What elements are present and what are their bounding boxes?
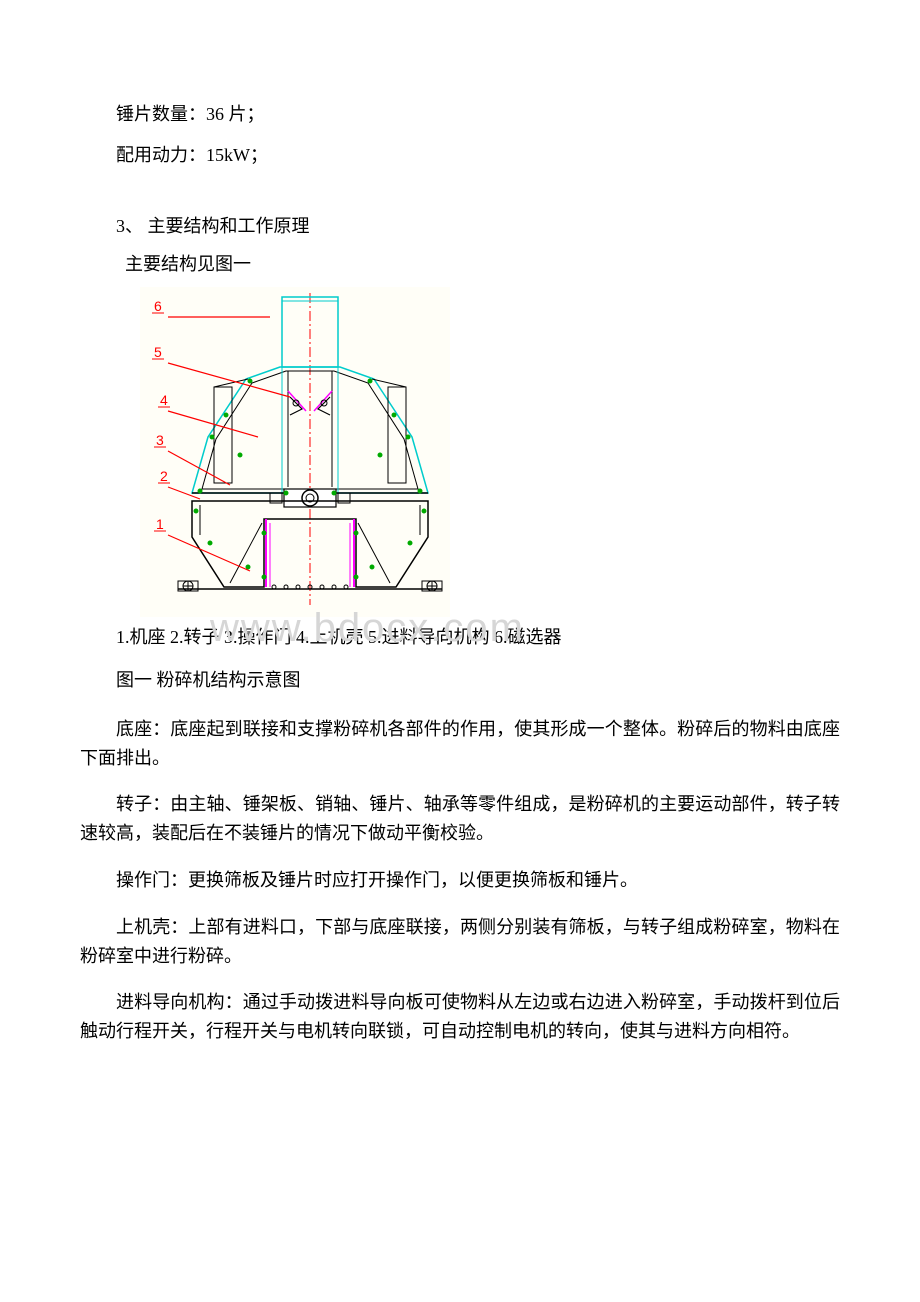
para-feed-guide: 进料导向机构：通过手动拨进料导向板可使物料从左边或右边进入粉碎室，手动拨杆到位后… — [80, 988, 840, 1046]
spec-hammer-count: 锤片数量：36 片； — [80, 100, 840, 129]
section-3-title: 3、 主要结构和工作原理 — [80, 212, 840, 241]
spec-power: 配用动力：15kW； — [80, 141, 840, 170]
svg-text:3: 3 — [156, 432, 164, 448]
diagram-legend: 1.机座 2.转子 3.操作门 4.上机壳 5.进料导向机构 6.磁选器 — [80, 623, 840, 652]
svg-text:1: 1 — [156, 516, 164, 532]
structure-diagram: 1 2 3 4 5 6 — [140, 287, 450, 617]
svg-text:5: 5 — [154, 344, 162, 360]
para-base: 底座：底座起到联接和支撑粉碎机各部件的作用，使其形成一个整体。粉碎后的物料由底座… — [80, 715, 840, 773]
para-rotor: 转子：由主轴、锤架板、销轴、锤片、轴承等零件组成，是粉碎机的主要运动部件，转子转… — [80, 790, 840, 848]
para-door: 操作门：更换筛板及锤片时应打开操作门，以便更换筛板和锤片。 — [80, 866, 840, 895]
svg-text:2: 2 — [160, 468, 168, 484]
svg-text:6: 6 — [154, 298, 162, 314]
para-upper-shell: 上机壳：上部有进料口，下部与底座联接，两侧分别装有筛板，与转子组成粉碎室，物料在… — [80, 913, 840, 971]
svg-text:4: 4 — [160, 392, 168, 408]
section-3-subtitle: 主要结构见图一 — [80, 250, 840, 279]
figure-label: 图一 粉碎机结构示意图 — [80, 666, 840, 695]
